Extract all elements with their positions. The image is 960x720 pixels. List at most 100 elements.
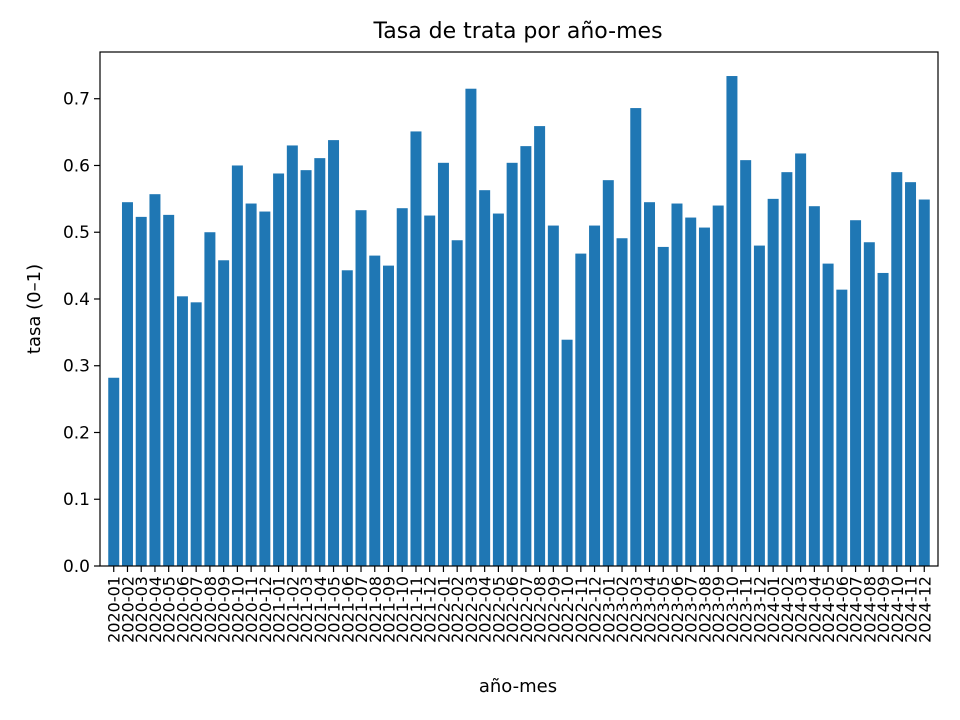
bar-2024-03 <box>795 153 807 566</box>
x-tick-label: 2024-05 <box>819 576 838 643</box>
x-tick-label: 2021-03 <box>297 576 316 643</box>
bar-2021-02 <box>286 145 298 567</box>
bar-2024-05 <box>822 263 834 566</box>
bar-2020-01 <box>108 377 120 566</box>
bar-2020-02 <box>121 202 133 566</box>
bar-2020-08 <box>204 232 216 566</box>
bar-2020-11 <box>245 203 257 566</box>
x-tick-label: 2022-01 <box>434 576 453 643</box>
x-tick-label: 2024-08 <box>860 576 879 643</box>
bar-2023-02 <box>616 238 628 566</box>
bar-2022-05 <box>492 213 504 567</box>
bar-2020-04 <box>149 194 161 566</box>
chart-title: Tasa de trata por año-mes <box>372 19 662 44</box>
x-tick-label: 2020-05 <box>160 576 179 643</box>
bar-2023-01 <box>602 180 614 566</box>
bar-2021-09 <box>382 265 394 566</box>
bar-2022-12 <box>589 225 601 566</box>
x-tick-label: 2022-03 <box>462 576 481 643</box>
bar-2023-10 <box>726 76 738 567</box>
bar-2024-11 <box>905 182 917 567</box>
bar-2022-10 <box>561 339 573 566</box>
x-axis: 2020-012020-022020-032020-042020-052020-… <box>105 566 934 643</box>
y-tick-label: 0.4 <box>63 290 90 310</box>
x-tick-label: 2024-03 <box>792 576 811 643</box>
x-tick-label: 2023-10 <box>723 576 742 643</box>
bar-2022-08 <box>534 126 546 567</box>
x-tick-label: 2024-09 <box>874 576 893 643</box>
x-tick-label: 2021-08 <box>366 576 385 643</box>
x-tick-label: 2024-11 <box>902 576 921 643</box>
x-tick-label: 2024-04 <box>805 576 824 643</box>
bar-2020-05 <box>163 214 175 566</box>
x-tick-label: 2021-12 <box>421 576 440 643</box>
x-tick-label: 2020-10 <box>228 576 247 643</box>
bar-2022-07 <box>520 146 532 566</box>
x-axis-label: año-mes <box>479 676 557 697</box>
bar-2021-07 <box>355 210 367 566</box>
x-tick-label: 2021-05 <box>325 576 344 643</box>
bar-2021-08 <box>369 255 381 566</box>
x-tick-label: 2024-07 <box>847 576 866 643</box>
bar-2022-06 <box>506 162 518 566</box>
bar-2023-11 <box>740 160 752 566</box>
x-tick-label: 2023-07 <box>682 576 701 643</box>
bar-2023-08 <box>698 227 710 566</box>
bar-2020-06 <box>176 296 188 566</box>
x-tick-label: 2022-02 <box>448 576 467 643</box>
bar-2021-01 <box>273 173 285 566</box>
bar-2024-07 <box>850 220 862 566</box>
bar-2021-03 <box>300 170 312 566</box>
y-axis-label: tasa (0–1) <box>24 264 45 354</box>
x-tick-label: 2022-10 <box>558 576 577 643</box>
bar-2023-07 <box>685 217 697 567</box>
x-tick-label: 2021-10 <box>393 576 412 643</box>
y-tick-label: 0.6 <box>63 156 90 176</box>
x-tick-label: 2022-04 <box>476 576 495 643</box>
x-tick-label: 2023-12 <box>750 576 769 643</box>
bar-2024-01 <box>767 198 779 566</box>
y-tick-label: 0.5 <box>63 223 90 243</box>
x-tick-label: 2020-04 <box>146 576 165 643</box>
x-tick-label: 2020-08 <box>201 576 220 643</box>
x-tick-label: 2023-11 <box>737 576 756 643</box>
bar-2024-06 <box>836 289 848 566</box>
bars-group <box>108 76 930 567</box>
x-tick-label: 2024-01 <box>764 576 783 643</box>
bar-2022-04 <box>479 190 491 567</box>
x-tick-label: 2021-04 <box>311 576 330 643</box>
bar-2021-11 <box>410 131 422 566</box>
x-tick-label: 2023-06 <box>668 576 687 643</box>
bar-2021-05 <box>328 140 340 566</box>
bar-2023-12 <box>753 245 765 566</box>
bar-2024-12 <box>918 199 930 567</box>
x-tick-label: 2021-01 <box>270 576 289 643</box>
x-tick-label: 2023-02 <box>613 576 632 643</box>
x-tick-label: 2020-12 <box>256 576 275 643</box>
bar-2021-06 <box>341 270 353 566</box>
x-tick-label: 2024-02 <box>778 576 797 643</box>
x-tick-label: 2022-12 <box>586 576 605 643</box>
x-tick-label: 2022-08 <box>531 576 550 643</box>
bar-2024-02 <box>781 172 793 567</box>
x-tick-label: 2023-09 <box>709 576 728 643</box>
x-tick-label: 2023-05 <box>654 576 673 643</box>
bar-2020-10 <box>231 165 243 566</box>
x-tick-label: 2023-08 <box>695 576 714 643</box>
y-tick-label: 0.7 <box>63 90 90 110</box>
bar-2020-03 <box>135 216 147 566</box>
x-tick-label: 2023-03 <box>627 576 646 643</box>
bar-2024-10 <box>891 172 903 567</box>
bar-2022-01 <box>437 162 449 566</box>
x-tick-label: 2022-07 <box>517 576 536 643</box>
x-tick-label: 2024-10 <box>888 576 907 643</box>
x-tick-label: 2021-06 <box>338 576 357 643</box>
x-tick-label: 2021-09 <box>379 576 398 643</box>
bar-2022-09 <box>547 225 559 566</box>
x-tick-label: 2021-07 <box>352 576 371 643</box>
bar-2020-09 <box>218 260 230 566</box>
x-tick-label: 2020-02 <box>118 576 137 643</box>
bar-2020-12 <box>259 211 271 566</box>
bar-2020-07 <box>190 302 202 566</box>
